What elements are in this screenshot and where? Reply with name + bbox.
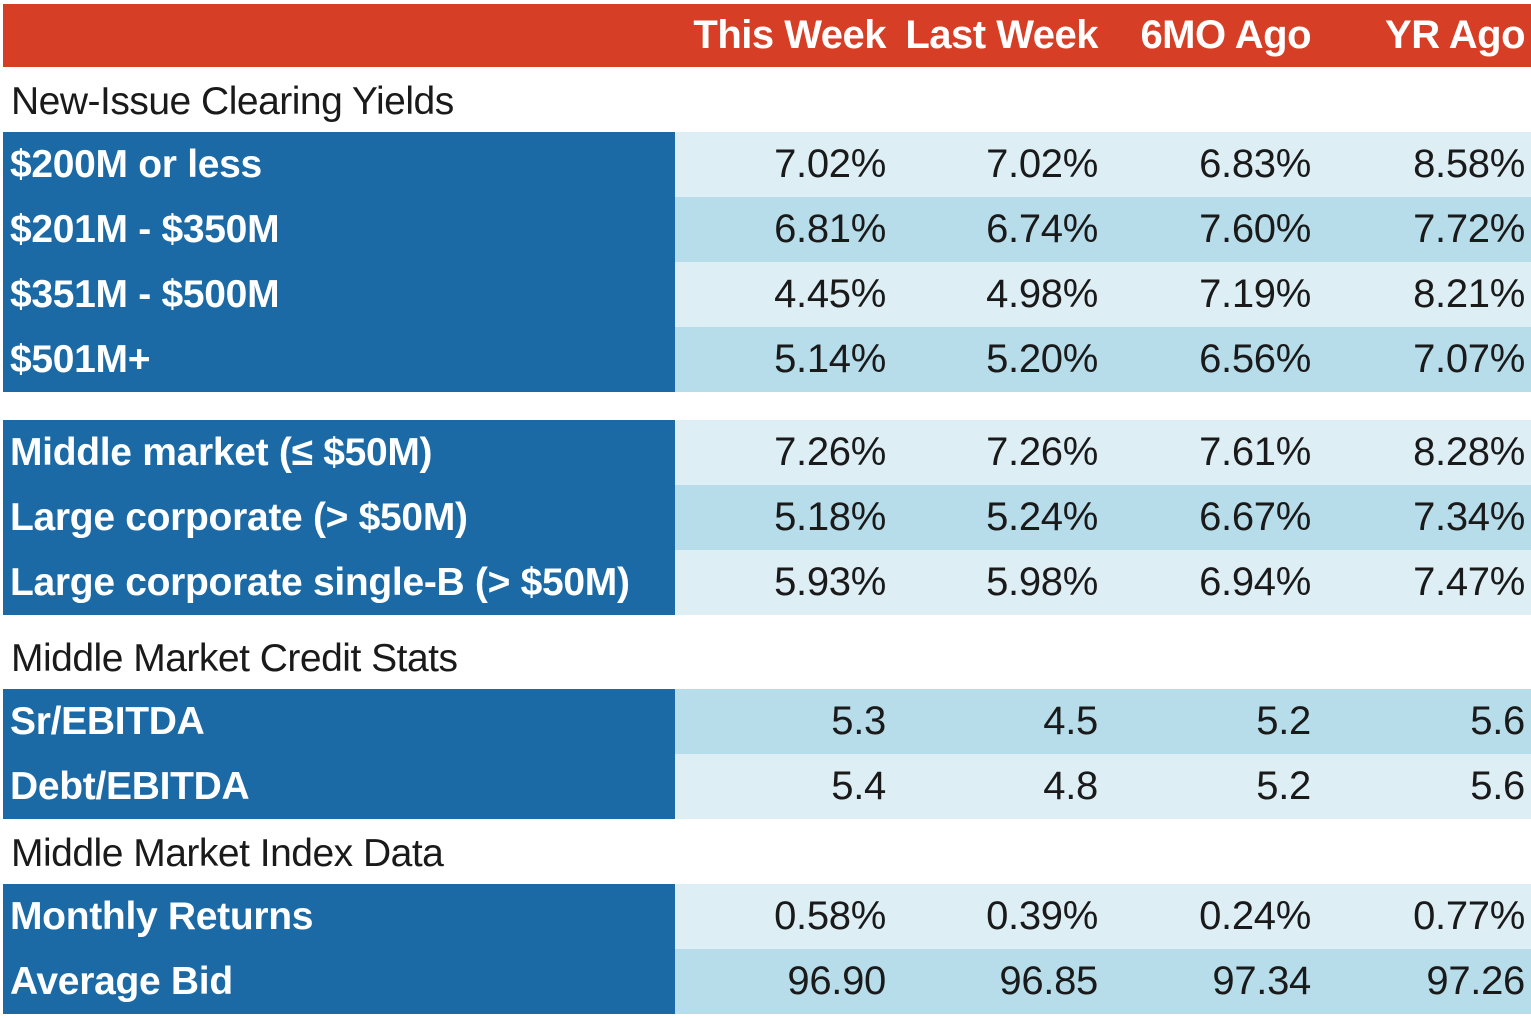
table-row: Large corporate (> $50M) 5.18% 5.24% 6.67% 7…: [3, 485, 1531, 550]
table-row: Middle market (≤ $50M) 7.26% 7.26% 7.61% 8.2…: [3, 420, 1531, 485]
section-title: Middle Market Credit Stats: [11, 637, 458, 680]
cell-value: 0.39%: [986, 894, 1098, 938]
cell-value: 0.58%: [774, 894, 886, 938]
cell-value: 97.26: [1426, 959, 1525, 1003]
cell-value: 5.93%: [774, 560, 886, 604]
cell-value: 5.24%: [986, 495, 1098, 539]
cell-value: 7.19%: [1199, 272, 1311, 316]
cell-value: 4.8: [1043, 764, 1098, 808]
row-label: $501M+: [3, 327, 675, 392]
table-row: Average Bid 96.90 96.85 97.34 97.26: [3, 949, 1531, 1014]
cell-value: 6.81%: [774, 207, 886, 251]
row-label: Average Bid: [3, 949, 675, 1014]
cell-value: 6.67%: [1199, 495, 1311, 539]
section-title: Middle Market Index Data: [11, 832, 444, 875]
header-row: This Week Last Week 6MO Ago YR Ago: [3, 4, 1531, 67]
cell-value: 4.98%: [986, 272, 1098, 316]
cell-value: 5.20%: [986, 337, 1098, 381]
row-label: Middle market (≤ $50M): [3, 420, 675, 485]
cell-value: 4.45%: [774, 272, 886, 316]
cell-value: 96.85: [999, 959, 1098, 1003]
credit-stats-table: This Week Last Week 6MO Ago YR Ago New-I…: [3, 4, 1531, 1018]
row-label: $200M or less: [3, 132, 675, 197]
cell-value: 6.83%: [1199, 142, 1311, 186]
section-header-row: Middle Market Credit Stats: [3, 624, 1531, 689]
row-label: $201M - $350M: [3, 197, 675, 262]
cell-value: 7.61%: [1199, 430, 1311, 474]
row-label: Sr/EBITDA: [3, 689, 675, 754]
column-header-yr-ago: YR Ago: [1385, 13, 1525, 57]
section-spacer: [3, 392, 1531, 419]
table-row: $200M or less 7.02% 7.02% 6.83% 8.58%: [3, 132, 1531, 197]
row-values: 5.93% 5.98% 6.94% 7.47%: [675, 550, 1531, 615]
cell-value: 7.34%: [1413, 495, 1525, 539]
cell-value: 7.02%: [774, 142, 886, 186]
cell-value: 6.56%: [1199, 337, 1311, 381]
cell-value: 0.24%: [1199, 894, 1311, 938]
cell-value: 5.6: [1470, 699, 1525, 743]
cell-value: 7.26%: [774, 430, 886, 474]
cell-value: 5.98%: [986, 560, 1098, 604]
table-row: Large corporate single-B (> $50M) 5.93% 5.…: [3, 550, 1531, 615]
column-header-6mo-ago: 6MO Ago: [1140, 13, 1311, 57]
section-header-row: Middle Market Index Data: [3, 819, 1531, 884]
cell-value: 96.90: [787, 959, 886, 1003]
column-header-last-week: Last Week: [905, 13, 1098, 57]
cell-value: 5.4: [831, 764, 886, 808]
table-row: $201M - $350M 6.81% 6.74% 7.60% 7.72%: [3, 197, 1531, 262]
row-values: 6.81% 6.74% 7.60% 7.72%: [675, 197, 1531, 262]
column-header-this-week: This Week: [693, 13, 886, 57]
section-header-row: New-Issue Clearing Yields: [3, 67, 1531, 132]
cell-value: 8.58%: [1413, 142, 1525, 186]
cell-value: 7.26%: [986, 430, 1098, 474]
cell-value: 5.18%: [774, 495, 886, 539]
cell-value: 7.02%: [986, 142, 1098, 186]
table-row: Debt/EBITDA 5.4 4.8 5.2 5.6: [3, 754, 1531, 819]
row-values: 4.45% 4.98% 7.19% 8.21%: [675, 262, 1531, 327]
cell-value: 8.21%: [1413, 272, 1525, 316]
row-values: 5.4 4.8 5.2 5.6: [675, 754, 1531, 819]
cell-value: 8.28%: [1413, 430, 1525, 474]
cell-value: 7.60%: [1199, 207, 1311, 251]
row-label: Monthly Returns: [3, 884, 675, 949]
row-values: 5.14% 5.20% 6.56% 7.07%: [675, 327, 1531, 392]
cell-value: 5.3: [831, 699, 886, 743]
row-label: $351M - $500M: [3, 262, 675, 327]
row-values: 5.18% 5.24% 6.67% 7.34%: [675, 485, 1531, 550]
row-values: 7.26% 7.26% 7.61% 8.28%: [675, 420, 1531, 485]
cell-value: 6.74%: [986, 207, 1098, 251]
row-values: 5.3 4.5 5.2 5.6: [675, 689, 1531, 754]
table-row: $501M+ 5.14% 5.20% 6.56% 7.07%: [3, 327, 1531, 392]
cell-value: 5.2: [1256, 699, 1311, 743]
table-row: $351M - $500M 4.45% 4.98% 7.19% 8.21%: [3, 262, 1531, 327]
cell-value: 0.77%: [1413, 894, 1525, 938]
cell-value: 5.2: [1256, 764, 1311, 808]
cell-value: 7.72%: [1413, 207, 1525, 251]
cell-value: 5.6: [1470, 764, 1525, 808]
cell-value: 6.94%: [1199, 560, 1311, 604]
row-values: 0.58% 0.39% 0.24% 0.77%: [675, 884, 1531, 949]
section-title: New-Issue Clearing Yields: [11, 80, 454, 123]
cell-value: 97.34: [1212, 959, 1311, 1003]
cell-value: 4.5: [1043, 699, 1098, 743]
row-label: Large corporate (> $50M): [3, 485, 675, 550]
cell-value: 7.47%: [1413, 560, 1525, 604]
row-label: Large corporate single-B (> $50M): [3, 550, 675, 615]
table-row: Sr/EBITDA 5.3 4.5 5.2 5.6: [3, 689, 1531, 754]
row-values: 96.90 96.85 97.34 97.26: [675, 949, 1531, 1014]
row-values: 7.02% 7.02% 6.83% 8.58%: [675, 132, 1531, 197]
cell-value: 7.07%: [1413, 337, 1525, 381]
cell-value: 5.14%: [774, 337, 886, 381]
table-row: Monthly Returns 0.58% 0.39% 0.24% 0.77%: [3, 884, 1531, 949]
row-label: Debt/EBITDA: [3, 754, 675, 819]
